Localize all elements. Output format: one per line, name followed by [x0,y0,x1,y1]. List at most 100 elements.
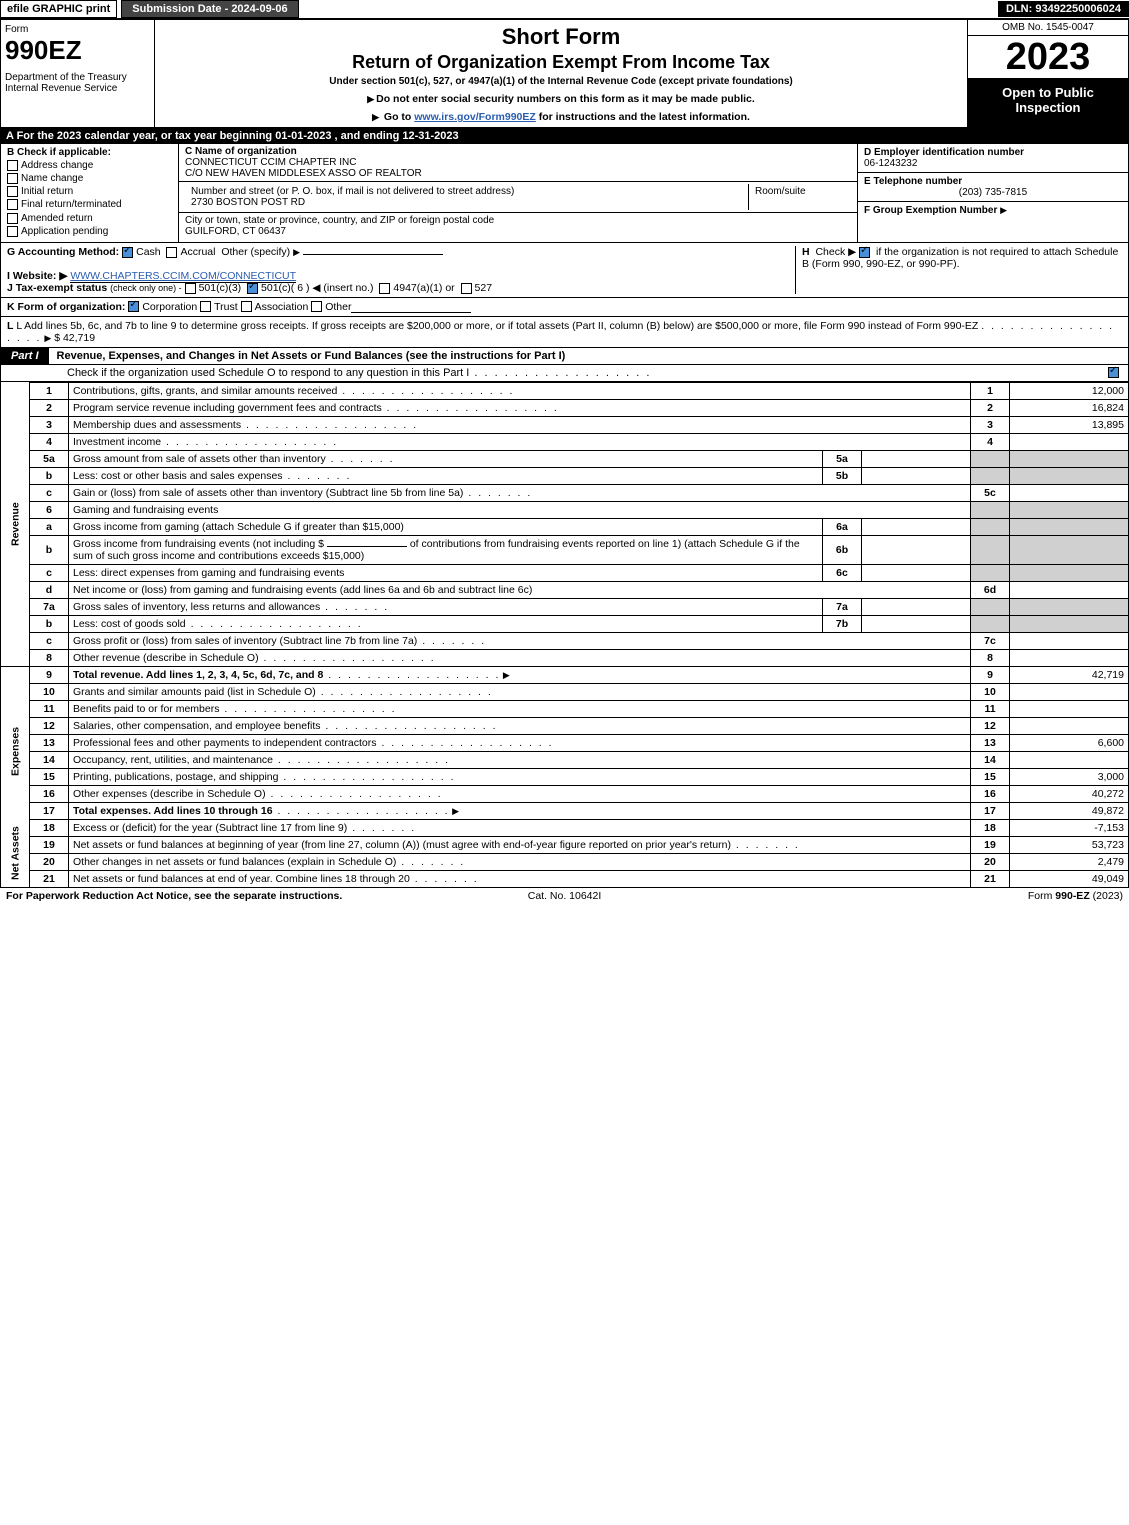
arrow-icon [1000,205,1007,216]
line-6a: a Gross income from gaming (attach Sched… [1,518,1129,535]
col-b-title: B Check if applicable: [7,147,172,158]
line-17: 17 Total expenses. Add lines 10 through … [1,802,1129,819]
under-section-text: Under section 501(c), 527, or 4947(a)(1)… [161,76,961,87]
k-label: K Form of organization: [7,301,125,313]
checkbox-icon [7,213,18,224]
chk-final-return[interactable]: Final return/terminated [7,199,172,210]
line-5c: c Gain or (loss) from sale of assets oth… [1,484,1129,501]
line-6c: c Less: direct expenses from gaming and … [1,564,1129,581]
org-name: CONNECTICUT CCIM CHAPTER INC [185,157,851,168]
line-5c-value [1010,484,1129,501]
omb-number: OMB No. 1545-0047 [968,20,1128,36]
line-4: 4 Investment income 4 [1,433,1129,450]
form-label: Form [5,24,150,35]
checkbox-icon [7,186,18,197]
other-org-input[interactable] [351,301,471,313]
chk-527[interactable] [461,283,472,294]
submission-date-button[interactable]: Submission Date - 2024-09-06 [121,0,298,18]
short-form-title: Short Form [161,24,961,50]
k-row: K Form of organization: Corporation Trus… [0,298,1129,317]
line-10: Expenses 10 Grants and similar amounts p… [1,683,1129,700]
line-15-value: 3,000 [1010,768,1129,785]
line-18-value: -7,153 [1010,819,1129,836]
g-accounting: G Accounting Method: Cash Accrual Other … [7,246,789,294]
checkbox-icon [7,173,18,184]
goto-text: Go to www.irs.gov/Form990EZ for instruct… [161,111,961,123]
chk-amended-return[interactable]: Amended return [7,213,172,224]
no-ssn-text: Do not enter social security numbers on … [161,93,961,105]
h-label: H [802,246,810,258]
chk-address-change[interactable]: Address change [7,160,172,171]
line-7b: b Less: cost of goods sold 7b [1,615,1129,632]
line-14-value [1010,751,1129,768]
irs-link[interactable]: www.irs.gov/Form990EZ [414,111,536,123]
chk-501c3[interactable] [185,283,196,294]
col-def: D Employer identification number 06-1243… [857,144,1128,242]
room-suite: Room/suite [749,184,851,210]
line-7b-subvalue [862,615,971,632]
chk-501c[interactable] [247,283,258,294]
street-value: 2730 BOSTON POST RD [191,197,742,208]
line-5a: 5a Gross amount from sale of assets othe… [1,450,1129,467]
line-19: 19 Net assets or fund balances at beginn… [1,836,1129,853]
footer-right: Form 990-EZ (2023) [601,890,1123,902]
line-7a: 7a Gross sales of inventory, less return… [1,598,1129,615]
efile-print-button[interactable]: efile GRAPHIC print [0,0,117,18]
l-text: L Add lines 5b, 6c, and 7b to line 9 to … [16,320,978,332]
line-3-value: 13,895 [1010,416,1129,433]
arrow-icon [293,246,300,258]
chk-accrual[interactable] [166,247,177,258]
chk-application-pending[interactable]: Application pending [7,226,172,237]
line-13: 13 Professional fees and other payments … [1,734,1129,751]
line-6b-amount-input[interactable] [327,546,407,547]
dln-label: DLN: 93492250006024 [998,1,1129,17]
line-6c-subvalue [862,564,971,581]
dept-label: Department of the Treasury Internal Reve… [5,72,150,94]
line-21: 21 Net assets or fund balances at end of… [1,870,1129,887]
phone-value: (203) 735-7815 [864,187,1122,198]
line-15: 15 Printing, publications, postage, and … [1,768,1129,785]
line-14: 14 Occupancy, rent, utilities, and maint… [1,751,1129,768]
footer-left: For Paperwork Reduction Act Notice, see … [6,890,528,902]
chk-initial-return[interactable]: Initial return [7,186,172,197]
checkbox-icon [7,226,18,237]
name-label: C Name of organization [185,146,851,157]
revenue-side-label: Revenue [1,382,30,666]
chk-schedule-b[interactable] [859,247,870,258]
phone-row: E Telephone number (203) 735-7815 [858,173,1128,202]
chk-name-change[interactable]: Name change [7,173,172,184]
col-c: C Name of organization CONNECTICUT CCIM … [179,144,857,242]
chk-trust[interactable] [200,301,211,312]
street-label: Number and street (or P. O. box, if mail… [191,186,742,197]
checkbox-icon [7,160,18,171]
arrow-icon [44,332,51,344]
chk-cash[interactable] [122,247,133,258]
line-5b-subvalue [862,467,971,484]
other-specify-input[interactable] [303,254,443,255]
return-title: Return of Organization Exempt From Incom… [161,52,961,73]
netassets-side-label: Net Assets [1,819,30,887]
line-17-value: 49,872 [1010,802,1129,819]
group-exemption-label: F Group Exemption Number [864,205,997,216]
footer-catno: Cat. No. 10642I [528,890,602,902]
footer: For Paperwork Reduction Act Notice, see … [0,888,1129,904]
chk-corporation[interactable] [128,301,139,312]
ein-value: 06-1243232 [864,158,1122,169]
line-3: 3 Membership dues and assessments 3 13,8… [1,416,1129,433]
line-12: 12 Salaries, other compensation, and emp… [1,717,1129,734]
part1-title: Revenue, Expenses, and Changes in Net As… [49,350,1128,362]
line-6a-subvalue [862,518,971,535]
h-text1: Check ▶ [815,246,856,258]
line-13-value: 6,600 [1010,734,1129,751]
chk-4947[interactable] [379,283,390,294]
line-19-value: 53,723 [1010,836,1129,853]
tax-year: 2023 [968,36,1128,79]
chk-schedule-o-used[interactable] [1108,367,1119,378]
part1-header: Part I Revenue, Expenses, and Changes in… [0,348,1129,365]
part1-tab: Part I [1,348,49,364]
line-9-value: 42,719 [1010,666,1129,683]
chk-association[interactable] [241,301,252,312]
line-2-value: 16,824 [1010,399,1129,416]
chk-other-org[interactable] [311,301,322,312]
gh-row: G Accounting Method: Cash Accrual Other … [0,243,1129,298]
